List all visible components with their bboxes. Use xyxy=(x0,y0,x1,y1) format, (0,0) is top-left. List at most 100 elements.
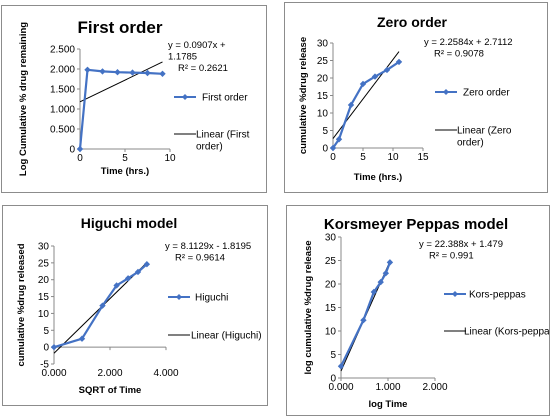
trendline-equation: y = 0.0907x + xyxy=(168,40,226,51)
legend-trendline-label: Linear (First xyxy=(196,130,250,141)
r-squared-label: R² = 0.9078 xyxy=(434,49,484,60)
x-tick-label: 4.000 xyxy=(153,368,178,379)
data-point xyxy=(370,288,378,296)
legend-trendline-label: order) xyxy=(457,138,484,149)
y-tick-label: 5 xyxy=(43,326,49,337)
data-point xyxy=(377,278,384,286)
data-point xyxy=(144,69,151,77)
legend-trendline-label: Linear (Zero xyxy=(457,126,512,137)
data-point xyxy=(113,282,120,289)
zero-order-plot: Zero order 0 5 10 15 20 25 30 0 5 10 15 Time (hrs.) c… xyxy=(298,14,513,183)
y-tick-label: 0 xyxy=(43,343,49,354)
data-point xyxy=(360,316,367,324)
y-tick-label: 10 xyxy=(38,309,50,320)
y-tick-label: -5 xyxy=(40,360,49,371)
x-tick-label: 2.000 xyxy=(422,382,447,393)
y-tick-label: 0 xyxy=(322,144,328,155)
data-point xyxy=(383,66,391,74)
data-point xyxy=(386,259,394,266)
y-tick-label: 2.500 xyxy=(50,45,75,56)
x-tick-label: 10 xyxy=(387,152,399,163)
chart-title: Higuchi model xyxy=(81,215,177,231)
trendline-equation: y = 8.1129x - 1.8195 xyxy=(165,241,251,252)
legend-trendline-label: order) xyxy=(196,142,223,153)
first-order-chart: First order 0 0.500 1.000 1.500 2.000 2.500 0 5 1… xyxy=(1,5,267,193)
data-point xyxy=(78,335,86,342)
y-axis-title: log cumulative %drug release xyxy=(303,240,314,374)
trendline-equation: y = 22.388x + 1.479 xyxy=(419,239,503,250)
y-tick-label: 0 xyxy=(69,145,75,156)
legend-trendline-label: Linear (Higuchi) xyxy=(191,331,262,342)
r-squared-label: R² = 0.2621 xyxy=(178,63,228,74)
series-line xyxy=(332,60,400,149)
higuchi-model-plot: Higuchi model -5 0 5 10 15 20 25 30 0.000 2.000 4.0… xyxy=(16,215,262,396)
data-point xyxy=(129,69,136,76)
y-tick-label: 20 xyxy=(317,74,329,85)
x-tick-label: 0 xyxy=(77,153,83,164)
x-tick-label: 0 xyxy=(330,152,336,163)
x-axis-title: SQRT of Time xyxy=(79,385,142,396)
y-tick-label: 20 xyxy=(325,280,337,291)
y-tick-label: 25 xyxy=(317,56,329,67)
y-tick-label: 15 xyxy=(317,91,329,102)
y-tick-label: 5 xyxy=(322,126,328,137)
y-tick-label: 2.000 xyxy=(50,65,75,76)
x-tick-label: 1.000 xyxy=(375,382,400,393)
legend-series-marker xyxy=(443,89,449,95)
legend-series-marker xyxy=(452,291,458,297)
r-squared-label: R² = 0.9614 xyxy=(175,253,225,264)
x-tick-label: 5 xyxy=(122,153,128,164)
chart-title: Zero order xyxy=(377,14,448,30)
data-point xyxy=(359,80,367,88)
legend-series-marker xyxy=(176,294,182,300)
trendline-equation: y = 2.2584x + 2.7112 xyxy=(424,37,513,48)
y-axis-title: Log Cumulative % drug remaining xyxy=(18,22,29,176)
y-axis-title: cumulative %drug release xyxy=(298,37,309,154)
trendline xyxy=(79,61,163,103)
x-axis-title: log Time xyxy=(369,399,408,410)
x-tick-label: 5 xyxy=(360,152,366,163)
y-tick-label: 1.000 xyxy=(50,105,75,116)
legend-series-label: Higuchi xyxy=(195,293,228,304)
y-axis-title: cumulative %drug released xyxy=(16,243,27,366)
x-tick-label: 15 xyxy=(417,152,429,163)
data-point xyxy=(382,269,390,277)
x-axis-title: Time (hrs.) xyxy=(354,172,402,183)
y-tick-label: 10 xyxy=(325,327,337,338)
data-point xyxy=(347,101,355,109)
data-point xyxy=(143,261,151,268)
series-line xyxy=(340,261,391,367)
y-tick-label: 5 xyxy=(330,350,336,361)
y-tick-label: 1.500 xyxy=(50,85,75,96)
data-point xyxy=(337,363,345,370)
data-point xyxy=(76,145,84,153)
legend-series-label: First order xyxy=(202,93,248,104)
data-point xyxy=(159,70,166,77)
zero-order-chart: Zero order 0 5 10 15 20 25 30 0 5 10 15 Time (hrs.) c… xyxy=(284,2,548,193)
trendline-equation: 1.1785 xyxy=(168,52,197,63)
y-tick-label: 10 xyxy=(317,109,329,120)
data-point xyxy=(124,275,132,282)
r-squared-label: R² = 0.991 xyxy=(429,251,474,262)
legend-series-marker xyxy=(182,94,188,100)
data-point xyxy=(371,73,379,80)
y-tick-label: 30 xyxy=(317,39,329,50)
legend-series-label: Zero order xyxy=(463,88,510,99)
data-point xyxy=(395,58,403,66)
data-point xyxy=(114,69,121,76)
x-tick-label: 0.000 xyxy=(328,382,353,393)
x-tick-label: 0.000 xyxy=(41,368,66,379)
data-point xyxy=(99,68,106,75)
legend-trendline-label: Linear (Kors-peppas) xyxy=(464,327,550,338)
y-tick-label: 25 xyxy=(325,256,337,267)
y-tick-label: 15 xyxy=(38,292,50,303)
y-tick-label: 0 xyxy=(330,374,336,385)
x-tick-label: 10 xyxy=(164,153,176,164)
x-axis-title: Time (hrs.) xyxy=(101,166,149,177)
y-tick-label: 20 xyxy=(38,275,50,286)
y-tick-label: 15 xyxy=(325,303,337,314)
y-tick-label: 30 xyxy=(38,242,50,253)
higuchi-model-chart: Higuchi model -5 0 5 10 15 20 25 30 0.000 2.000 4.0… xyxy=(2,205,268,406)
data-point xyxy=(329,144,337,152)
chart-title: First order xyxy=(77,18,162,37)
